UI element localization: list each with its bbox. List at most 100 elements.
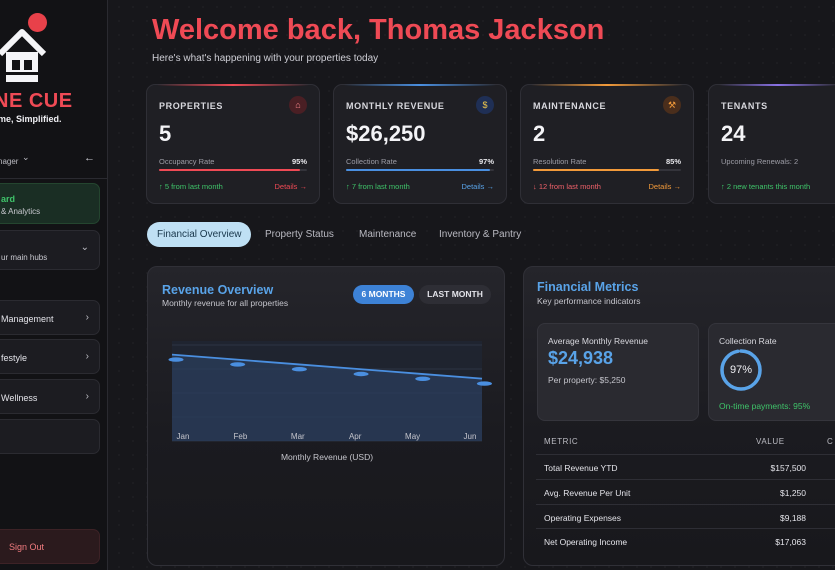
revenue-overview-panel: Revenue Overview Monthly revenue for all… — [147, 266, 505, 566]
card-metric-label: Resolution Rate — [533, 157, 587, 166]
stat-card-maintenance: MAINTENANCE ⚒ 2 Resolution Rate 85% ↓ 12… — [520, 84, 694, 204]
sign-out-label: Sign Out — [9, 542, 45, 552]
card-title: MONTHLY REVENUE — [346, 101, 445, 111]
sidebar-item-label: ard — [1, 194, 16, 204]
sidebar-item-hubs[interactable]: ur main hubs ⌄ — [0, 230, 100, 270]
chart-x-axis-label: Monthly Revenue (USD) — [280, 452, 374, 462]
chart-x-tick-label: Apr — [349, 432, 362, 441]
card-accent-line — [719, 84, 835, 86]
sidebar-item-label: Management — [1, 314, 54, 324]
range-6-months-button[interactable]: 6 MONTHS — [353, 285, 414, 304]
chart-x-tick-label: Jun — [464, 432, 477, 441]
card-progress-fill — [346, 169, 490, 171]
row-value: $157,500 — [770, 463, 806, 473]
sidebar-item-management[interactable]: Management › — [0, 300, 100, 335]
card-metric-label: Upcoming Renewals: 2 — [721, 157, 799, 166]
brand-name: NE CUE — [0, 90, 73, 112]
card-value: 5 — [159, 121, 172, 146]
table-row: Avg. Revenue Per Unit $1,250 — [536, 479, 835, 504]
chevron-down-icon[interactable]: ⌄ — [22, 152, 30, 162]
table-header-value: VALUE — [756, 437, 785, 446]
tab-maintenance[interactable]: Maintenance — [359, 229, 417, 240]
tab-inventory-pantry[interactable]: Inventory & Pantry — [439, 229, 522, 240]
collection-rate-ring — [720, 349, 762, 391]
chart-x-tick-label: Mar — [291, 432, 305, 441]
sidebar-item-extra[interactable] — [0, 419, 100, 454]
card-details-link[interactable]: Details → — [274, 182, 307, 191]
chart-point — [168, 357, 184, 362]
role-selector[interactable]: nager — [0, 157, 19, 166]
table-header-change: C — [827, 437, 834, 446]
card-progress-bar — [159, 169, 307, 171]
panel-subtitle: Key performance indicators — [537, 296, 641, 306]
sidebar-item-label: festyle — [1, 353, 28, 363]
metric-box-sub: On-time payments: 95% — [719, 401, 811, 411]
card-value: 2 — [533, 121, 546, 146]
card-metric-label: Collection Rate — [346, 157, 397, 166]
range-last-month-button[interactable]: LAST MONTH — [419, 285, 491, 304]
sidebar-item-lifestyle[interactable]: festyle › — [0, 339, 100, 374]
tab-financial-overview[interactable]: Financial Overview — [147, 222, 252, 247]
metric-box-sub: Per property: $5,250 — [548, 375, 626, 385]
card-accent-line — [344, 84, 496, 86]
stat-card-properties: PROPERTIES ⌂ 5 Occupancy Rate 95% ↑ 5 fr… — [146, 84, 320, 204]
page-subtitle: Here's what's happening with your proper… — [152, 53, 379, 64]
card-progress-fill — [159, 169, 300, 171]
sidebar-item-wellness[interactable]: Wellness › — [0, 379, 100, 414]
logo-dot — [28, 13, 47, 32]
row-metric: Avg. Revenue Per Unit — [544, 488, 631, 498]
chevron-right-icon: › — [85, 351, 89, 362]
stat-card-revenue: MONTHLY REVENUE $ $26,250 Collection Rat… — [333, 84, 507, 204]
card-progress-bar — [346, 169, 494, 171]
chart-x-tick-label: Feb — [234, 432, 248, 441]
card-value: 24 — [721, 121, 746, 146]
card-trend: ↑ 5 from last month — [159, 182, 223, 191]
table-header-metric: METRIC — [544, 437, 579, 446]
metric-box-title: Average Monthly Revenue — [548, 336, 649, 346]
collapse-sidebar-icon[interactable]: ← — [84, 152, 95, 164]
card-metric-value: 85% — [665, 157, 681, 166]
collection-rate-value: 97% — [729, 364, 753, 376]
chart-point — [415, 376, 431, 381]
sidebar-item-sublabel: ur main hubs — [1, 253, 48, 262]
money-bag-icon: $ — [476, 96, 494, 114]
panel-title: Financial Metrics — [537, 280, 639, 294]
row-value: $9,188 — [780, 513, 806, 523]
sign-out-button[interactable]: Sign Out — [0, 529, 100, 564]
card-title: TENANTS — [721, 101, 768, 111]
table-row: Operating Expenses $9,188 — [536, 504, 835, 529]
sidebar-item-dashboard[interactable]: ard & Analytics — [0, 183, 100, 224]
panel-title: Revenue Overview — [162, 283, 274, 297]
chevron-right-icon: › — [85, 391, 89, 402]
revenue-chart: Jan Feb Mar Apr May Jun — [168, 341, 492, 442]
chart-point — [230, 362, 246, 367]
house-logo-icon — [0, 29, 47, 82]
card-progress-bar — [533, 169, 681, 171]
card-progress-fill — [533, 169, 659, 171]
sidebar-item-label: Wellness — [1, 393, 38, 403]
chart-point — [353, 371, 369, 377]
sidebar-item-sublabel: & Analytics — [1, 207, 41, 216]
card-accent-line — [157, 84, 309, 86]
card-details-link[interactable]: Details → — [461, 182, 494, 191]
card-trend: ↑ 2 new tenants this month — [721, 182, 811, 191]
card-details-link[interactable]: Details → — [648, 182, 681, 191]
table-row: Net Operating Income $17,063 — [536, 528, 835, 553]
chevron-down-icon: ⌄ — [80, 242, 89, 253]
avg-monthly-revenue-box: Average Monthly Revenue $24,938 Per prop… — [537, 323, 699, 421]
house-icon: ⌂ — [289, 96, 307, 114]
chart-point — [476, 381, 492, 386]
row-metric: Net Operating Income — [544, 537, 628, 547]
tab-property-status[interactable]: Property Status — [265, 229, 334, 240]
chart-x-tick-label: May — [405, 432, 420, 441]
panel-subtitle: Monthly revenue for all properties — [162, 298, 289, 308]
card-title: PROPERTIES — [159, 101, 224, 111]
metric-box-title: Collection Rate — [719, 336, 777, 346]
card-accent-line — [531, 84, 683, 86]
row-value: $17,063 — [775, 537, 806, 547]
row-metric: Total Revenue YTD — [544, 463, 618, 473]
card-trend: ↓ 12 from last month — [533, 182, 601, 191]
row-metric: Operating Expenses — [544, 513, 622, 523]
row-value: $1,250 — [780, 488, 806, 498]
hammer-icon: ⚒ — [663, 96, 681, 114]
